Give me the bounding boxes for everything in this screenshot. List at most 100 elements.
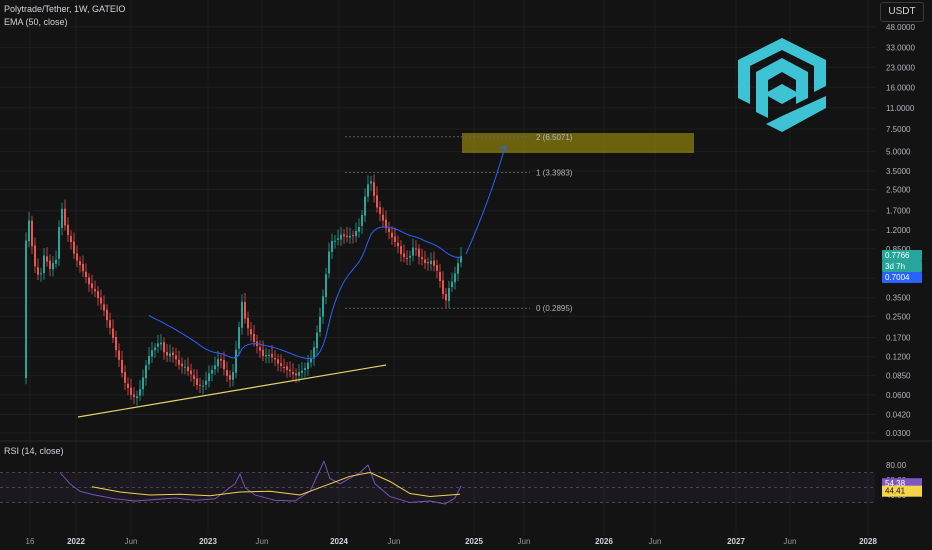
rsi-line[interactable] (59, 460, 462, 505)
price-tick-label: 7.5000 (886, 125, 911, 134)
rsi-badge (882, 478, 922, 490)
candle-body (199, 384, 201, 386)
candle-body (451, 281, 453, 288)
ema-legend[interactable]: EMA (50, close) (4, 17, 68, 27)
price-tick-label: 16.0000 (886, 83, 915, 92)
candle-body (295, 373, 297, 376)
candle-body (412, 247, 414, 256)
ema-line[interactable] (148, 226, 462, 359)
candle-body (82, 264, 84, 272)
candle-body (253, 333, 255, 342)
candle-body (340, 234, 342, 240)
candle-body (196, 378, 198, 385)
candle-body (139, 389, 141, 396)
time-tick-label: Jun (256, 537, 269, 546)
time-tick-label: 2026 (595, 537, 613, 546)
candle-body (391, 232, 393, 238)
candle-body (301, 370, 303, 373)
time-tick-label: 2025 (465, 537, 483, 546)
price-tick-label: 0.2500 (886, 312, 911, 321)
time-tick-label: Jun (125, 537, 138, 546)
candle-body (427, 262, 429, 264)
candle-body (271, 353, 273, 358)
candle-body (169, 353, 171, 357)
candle-body (460, 256, 462, 263)
candle-body (319, 316, 321, 332)
candle-body (175, 355, 177, 360)
candle-body (124, 372, 126, 383)
candle-body (202, 385, 204, 387)
candle-body (304, 368, 306, 370)
candle-body (61, 208, 63, 228)
price-tick-label: 1.7000 (886, 207, 911, 216)
candle-body (157, 343, 159, 347)
candle-body (142, 377, 144, 390)
candle-body (307, 362, 309, 369)
rsi-ma-line[interactable] (91, 471, 461, 498)
candle-body (64, 208, 66, 226)
candle-body (343, 234, 345, 237)
candle-body (433, 260, 435, 266)
candle-body (361, 214, 363, 227)
candle-body (316, 332, 318, 349)
rsi-badge-text: 54.38 (885, 479, 906, 488)
candle-body (136, 396, 138, 399)
candle-body (184, 366, 186, 368)
price-tick-label: 0.1200 (886, 353, 911, 362)
fib-level-label: 2 (6.5071) (536, 133, 573, 142)
candle-body (67, 224, 69, 236)
candle-body (457, 263, 459, 274)
candle-body (34, 245, 36, 267)
countdown-badge-text: 3d 7h (885, 262, 905, 271)
candle-body (106, 309, 108, 321)
candle-body (166, 351, 168, 356)
candle-body (331, 240, 333, 252)
candle-body (211, 370, 213, 374)
candle-body (145, 365, 147, 379)
candle-body (244, 301, 246, 319)
candle-body (55, 259, 57, 264)
candle-body (37, 267, 39, 275)
candle-body (274, 358, 276, 360)
price-tick-label: 2.5000 (886, 185, 911, 194)
fib-level-label: 0 (0.2895) (536, 304, 573, 313)
candle-body (424, 259, 426, 263)
ema-badge (882, 272, 922, 283)
price-tick-label: 0.8500 (886, 245, 911, 254)
candle-body (58, 227, 60, 259)
arrow-head-icon (499, 145, 507, 153)
candle-body (46, 256, 48, 262)
candle-body (277, 359, 279, 364)
support-trendline[interactable] (77, 364, 387, 418)
price-tick-label: 33.0000 (886, 43, 915, 52)
candle-body (223, 360, 225, 370)
candle-body (418, 248, 420, 257)
ema-badge-text: 0.7004 (885, 273, 910, 282)
candle-body (370, 181, 372, 184)
rsi-legend[interactable]: RSI (14, close) (4, 446, 64, 456)
price-tick-label: 0.0420 (886, 410, 911, 419)
price-tick-label: 0.0850 (886, 372, 911, 381)
target-zone[interactable] (462, 133, 694, 153)
price-badge-text: 0.7766 (885, 251, 910, 260)
currency-button[interactable]: USDT (880, 2, 924, 22)
price-tick-label: 1.2000 (886, 226, 911, 235)
candle-body (382, 214, 384, 221)
logo-shape (756, 58, 808, 118)
time-tick-label: 16 (26, 537, 35, 546)
candle-body (100, 297, 102, 304)
rsi-tick-label: 80.00 (886, 461, 907, 470)
candle-body (436, 265, 438, 271)
candle-body (280, 363, 282, 366)
price-tick-label: 0.0600 (886, 391, 911, 400)
candle-body (79, 261, 81, 265)
candle-body (91, 283, 93, 289)
projection-arrow[interactable] (465, 146, 506, 255)
rsi-band (0, 472, 875, 503)
candle-body (325, 274, 327, 297)
candle-body (328, 251, 330, 274)
candle-body (31, 220, 33, 247)
candle-body (151, 350, 153, 357)
